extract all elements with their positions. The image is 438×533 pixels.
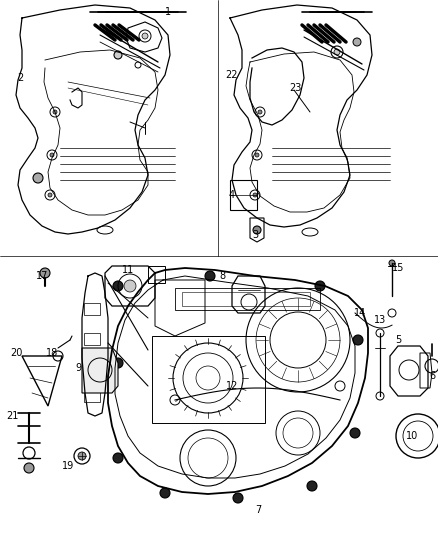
Circle shape (258, 110, 262, 114)
Circle shape (113, 281, 123, 291)
Text: 3: 3 (252, 230, 258, 240)
Text: 6: 6 (429, 371, 435, 381)
Circle shape (124, 280, 136, 292)
Text: 11: 11 (122, 265, 134, 275)
Circle shape (24, 463, 34, 473)
Text: 10: 10 (406, 431, 418, 441)
Text: 8: 8 (219, 271, 225, 281)
Circle shape (255, 153, 259, 157)
Circle shape (307, 481, 317, 491)
Circle shape (334, 49, 340, 55)
Circle shape (253, 193, 257, 197)
Circle shape (78, 452, 86, 460)
Circle shape (33, 173, 43, 183)
Text: 4: 4 (229, 190, 235, 200)
Text: 21: 21 (6, 411, 18, 421)
Text: 17: 17 (36, 271, 48, 281)
Circle shape (353, 335, 363, 345)
Text: 20: 20 (10, 348, 22, 358)
Text: 23: 23 (289, 83, 301, 93)
Circle shape (253, 226, 261, 234)
Circle shape (53, 110, 57, 114)
Circle shape (160, 488, 170, 498)
Circle shape (50, 153, 54, 157)
Circle shape (389, 260, 395, 266)
Text: 7: 7 (255, 505, 261, 515)
Circle shape (142, 33, 148, 39)
Text: 12: 12 (226, 381, 238, 391)
Circle shape (315, 281, 325, 291)
Circle shape (114, 51, 122, 59)
Circle shape (353, 38, 361, 46)
Text: 9: 9 (75, 363, 81, 373)
Text: 2: 2 (17, 73, 23, 83)
Text: 13: 13 (374, 315, 386, 325)
Circle shape (233, 493, 243, 503)
Circle shape (350, 428, 360, 438)
Text: 5: 5 (395, 335, 401, 345)
Text: 14: 14 (354, 308, 366, 318)
Text: 19: 19 (62, 461, 74, 471)
Polygon shape (82, 348, 118, 393)
Circle shape (205, 271, 215, 281)
Text: 1: 1 (165, 7, 171, 17)
Text: 18: 18 (46, 348, 58, 358)
Circle shape (40, 268, 50, 278)
Circle shape (113, 453, 123, 463)
Text: 15: 15 (392, 263, 404, 273)
Text: 22: 22 (226, 70, 238, 80)
Circle shape (48, 193, 52, 197)
Circle shape (113, 358, 123, 368)
